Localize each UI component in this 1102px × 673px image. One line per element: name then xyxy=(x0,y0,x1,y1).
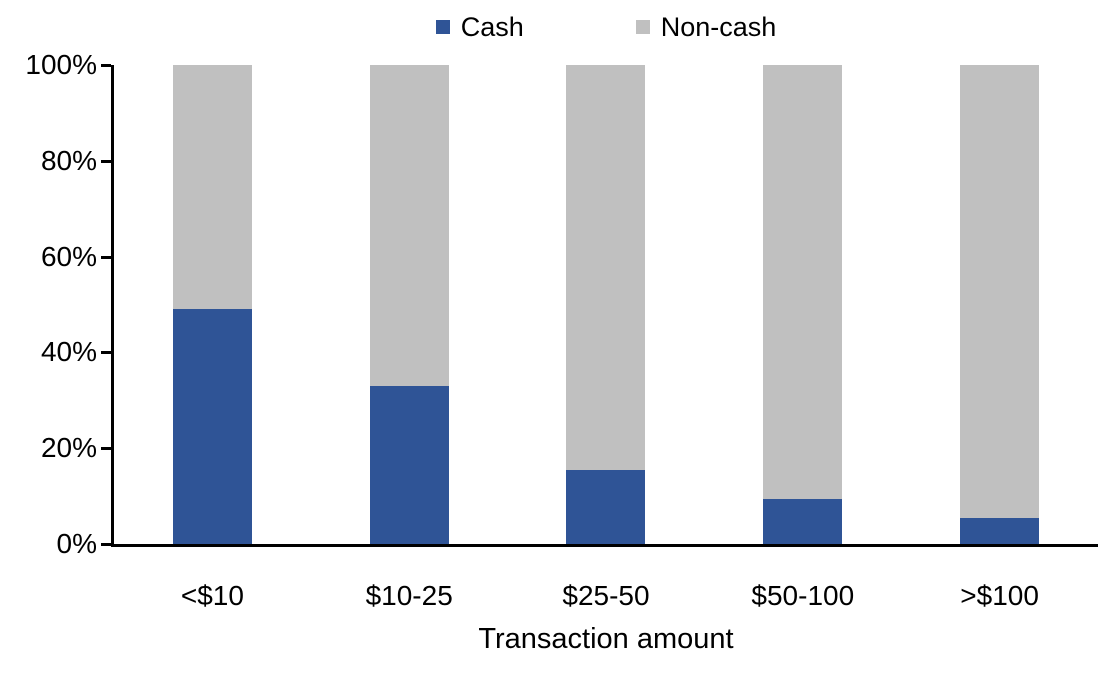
legend-label-cash: Cash xyxy=(460,12,524,42)
x-axis-category-label-50-100: $50-100 xyxy=(751,580,855,611)
bar-stack-25-50 xyxy=(566,65,646,544)
x-axis-category-label-10: <$10 xyxy=(180,580,244,611)
legend-item-non-cash: Non-cash xyxy=(635,11,777,43)
bar-segment-non-cash-50-100 xyxy=(763,65,843,499)
bar-stack-100 xyxy=(960,65,1040,544)
y-axis-tick-20 xyxy=(101,447,111,451)
legend-label-non-cash: Non-cash xyxy=(660,12,777,42)
y-axis-tick-60 xyxy=(101,255,111,259)
bar-segment-non-cash-100 xyxy=(960,65,1040,518)
bar-segment-cash-50-100 xyxy=(763,498,843,544)
bar-segment-cash-25-50 xyxy=(566,469,646,544)
y-axis-tick-label-100: 100% xyxy=(25,49,97,80)
y-axis-tick-label-0: 0% xyxy=(56,528,97,559)
bar-stack-10 xyxy=(172,65,252,544)
y-axis-tick-100 xyxy=(101,64,111,67)
x-axis-category-label-10-25: $10-25 xyxy=(365,580,453,611)
legend-item-cash: Cash xyxy=(435,11,524,43)
legend-swatch-cash-icon xyxy=(435,20,450,34)
x-axis-category-label-25-50: $25-50 xyxy=(562,580,650,611)
bar-column-25-50 xyxy=(508,65,705,544)
y-axis-tick-label-20: 20% xyxy=(40,432,97,464)
bar-segment-non-cash-10-25 xyxy=(369,65,449,386)
plot-area xyxy=(111,65,1098,547)
bar-segment-cash-10-25 xyxy=(369,385,449,544)
y-axis-tick-0 xyxy=(101,543,111,546)
bar-column-100 xyxy=(901,65,1098,544)
bar-stack-10-25 xyxy=(369,65,449,544)
bar-column-10-25 xyxy=(311,65,508,544)
legend-swatch-non-cash-icon xyxy=(635,20,650,34)
y-axis-tick-label-40: 40% xyxy=(40,336,97,368)
x-axis-title: Transaction amount xyxy=(478,623,734,655)
y-axis-tick-80 xyxy=(101,159,111,163)
chart-legend: Cash Non-cash xyxy=(114,11,1098,43)
x-axis-category-label-100: >$100 xyxy=(960,580,1039,611)
bar-column-50-100 xyxy=(704,65,901,544)
bar-segment-cash-100 xyxy=(960,517,1040,544)
y-axis-tick-40 xyxy=(101,351,111,355)
y-axis-tick-label-80: 80% xyxy=(40,144,97,176)
bar-column-10 xyxy=(114,65,311,544)
bar-segment-non-cash-25-50 xyxy=(566,65,646,470)
y-axis-tick-label-60: 60% xyxy=(40,240,97,272)
bar-stack-50-100 xyxy=(763,65,843,544)
bar-segment-cash-10 xyxy=(172,309,252,544)
bar-segment-non-cash-10 xyxy=(172,65,252,310)
